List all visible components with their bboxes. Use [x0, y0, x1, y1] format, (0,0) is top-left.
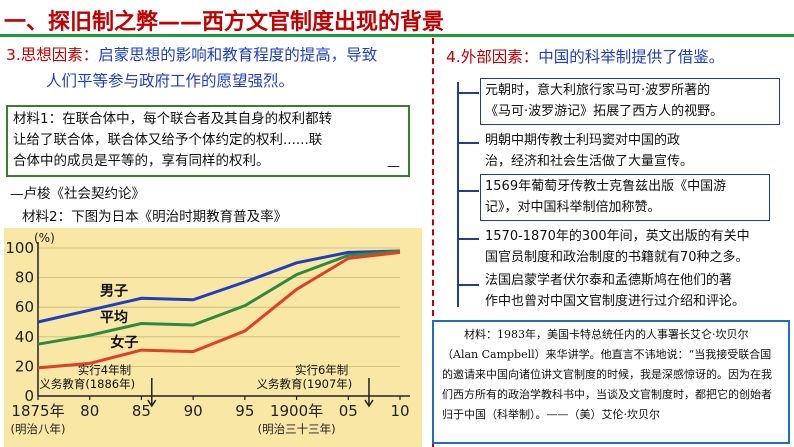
timeline-tick	[457, 238, 479, 240]
chart-xtick-label: 85	[132, 402, 151, 420]
material1-box: 材料1：在联合体中，每个联合者及其自身的权利都转 让给了联合体，联合体又给予个体…	[6, 105, 410, 177]
chart-xtick-label: 80	[80, 402, 99, 420]
thought-factor-text-1: 启蒙思想的影响和教育程度的提高，导致	[98, 46, 378, 64]
chart-xtick-label: 1875年	[11, 402, 64, 420]
chart-xtick-label: 95	[235, 402, 254, 420]
timeline-tick	[457, 142, 479, 144]
timeline-item-line: 1569年葡萄牙传教士克鲁兹出版《中国游	[485, 179, 727, 194]
chart-annotation-text: 实行6年制	[295, 363, 348, 377]
chart-series-label: 女子	[110, 334, 138, 351]
timeline-item-line: 国官员制度和政治制度的书籍就有70种之多。	[485, 250, 749, 265]
chart-ylabel: (%)	[34, 231, 55, 245]
timeline-item-line: 作中也曾对中国文官制度进行过介绍和评论。	[485, 294, 746, 309]
page-title: 一、探旧制之弊——西方文官制度出现的背景	[4, 10, 445, 35]
chart-series-label: 平均	[100, 309, 128, 326]
timeline-tick	[457, 284, 479, 286]
chart-xtick-sublabel: (明治八年)	[11, 422, 66, 436]
column-divider	[432, 38, 434, 447]
material1-citation: —卢梭《社会契约论》	[10, 186, 145, 202]
external-factor-label: 4.外部因素：	[446, 48, 539, 66]
chart-background	[4, 228, 422, 447]
thought-factor-label: 3.思想因素：	[6, 46, 99, 64]
timeline-item-line: 治，经济和社会生活做了大量宣传。	[485, 154, 694, 169]
chart-xtick-label: 05	[339, 402, 358, 420]
chart-series-line	[37, 249, 401, 324]
timeline-item-line: 记》，对中国科举制倍加称赞。	[485, 200, 661, 215]
external-factor-heading: 4.外部因素：中国的科举制提供了借鉴。	[446, 45, 724, 67]
timeline-item-english-books: 1570-1870年的300年间，英文出版的有关中 国官员制度和政治制度的书籍就…	[480, 224, 788, 268]
timeline-item-line: 元朝时，意大利旅行家马可·波罗所著的	[485, 83, 711, 98]
chart-series-line	[37, 250, 401, 370]
timeline-item-ricci: 明朝中期传教士利玛窦对中国的政 治，经济和社会生活做了大量宣传。	[480, 128, 750, 174]
chart-ytick-label: 20	[15, 357, 34, 375]
material1-line: 材料1：在联合体中，每个联合者及其自身的权利都转	[13, 111, 333, 127]
chart-xtick-label: 90	[184, 402, 203, 420]
thought-factor-heading: 3.思想因素：启蒙思想的影响和教育程度的提高，导致	[6, 44, 377, 67]
chart-ytick-label: 80	[15, 269, 34, 287]
chart-ytick-label: 40	[15, 328, 34, 346]
material2-label: 材料2：下图为日本《明治时期教育普及率》	[22, 209, 288, 225]
chart-annotation-arrow	[147, 399, 157, 408]
material1-line: 让给了联合体，联合体又给予个体约定的权利......联	[13, 132, 323, 148]
thought-factor-text-2: 人们平等参与政府工作的愿望强烈。	[46, 72, 295, 90]
timeline-item-line: 《马可·波罗游记》拓展了西方人的视野。	[485, 104, 724, 119]
chart-xtick-label: 1900年	[270, 402, 323, 420]
chart-annotation-text: 义务教育(1886年)	[39, 377, 135, 391]
timeline-item-line: 明朝中期传教士利玛窦对中国的政	[485, 133, 681, 148]
education-rate-chart: 0 20 40 60 80 100(%) 1875年 80 85 90 95 1900年 05 10 (明治…	[4, 228, 422, 447]
timeline-item-voltaire: 法国启蒙学者伏尔泰和孟德斯鸠在他们的著 作中也曾对中国文官制度进行过介绍和评论。	[480, 268, 788, 314]
timeline-tick	[457, 190, 479, 192]
timeline-item-line: 1570-1870年的300年间，英文出版的有关中	[485, 229, 750, 244]
chart-ytick-label: 0	[24, 387, 34, 405]
timeline-line	[457, 82, 459, 307]
chart-annotation-arrow	[364, 399, 374, 408]
chart-xtick-label: 10	[390, 402, 409, 420]
chart-series-label: 男子	[100, 283, 128, 299]
timeline-tick	[457, 92, 479, 94]
chart-ytick-label: 60	[15, 298, 34, 316]
timeline-item-cruz: 1569年葡萄牙传教士克鲁兹出版《中国游 记》，对中国科举制倍加称赞。	[480, 174, 770, 221]
material1-line: 合体中的成员是平等的，享有同样的权利。	[13, 153, 270, 169]
chart-annotation-text: 实行4年制	[78, 363, 131, 377]
chart-xtick-sublabel: (明治三十三年)	[258, 422, 336, 436]
campbell-material-box: 材料：1983年，美国卡特总统任内的人事署长艾仑·坎贝尔（Alan Campbe…	[432, 320, 790, 444]
title-underline	[0, 34, 794, 37]
title-bar	[0, 0, 794, 38]
timeline-item-marco-polo: 元朝时，意大利旅行家马可·波罗所著的 《马可·波罗游记》拓展了西方人的视野。	[480, 78, 780, 125]
timeline-item-line: 法国启蒙学者伏尔泰和孟德斯鸠在他们的著	[485, 273, 733, 288]
chart-annotation-text: 义务教育(1907年)	[257, 377, 353, 391]
chart-series-line	[37, 249, 401, 346]
material1-dash: —	[387, 159, 400, 174]
chart-ytick-label: 100	[5, 239, 34, 257]
external-factor-text: 中国的科举制提供了借鉴。	[538, 48, 725, 66]
